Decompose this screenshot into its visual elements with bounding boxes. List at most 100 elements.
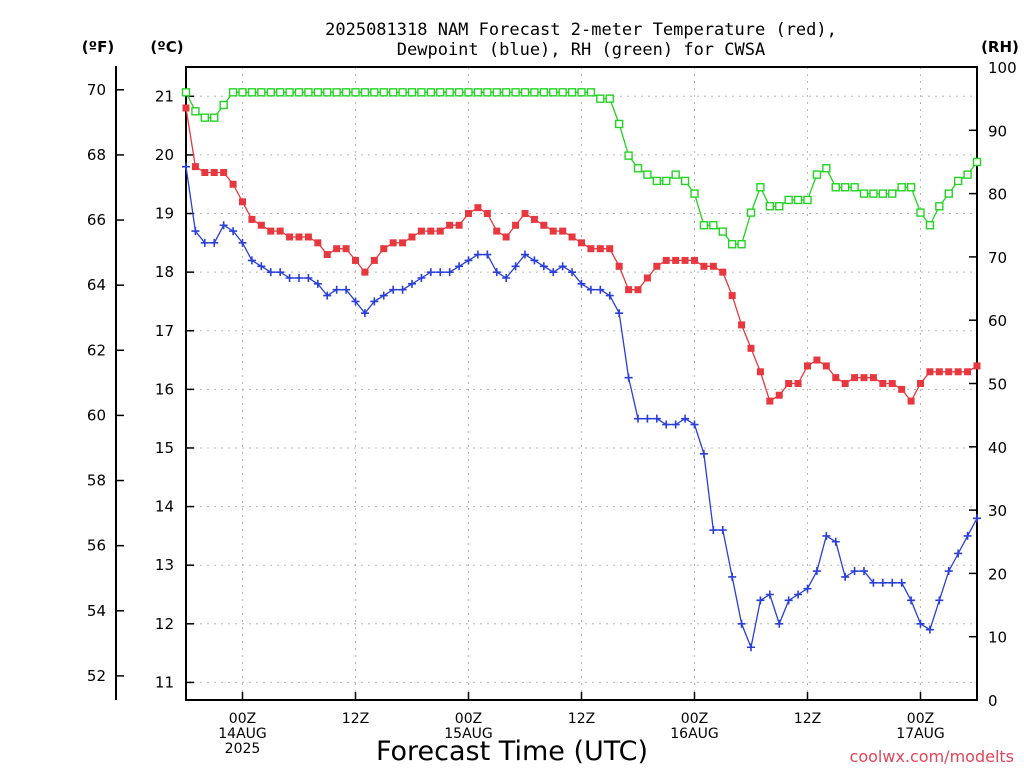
- data-point: [351, 297, 360, 306]
- data-point: [417, 274, 426, 282]
- fahrenheit-tick-label: 68: [87, 146, 106, 164]
- data-point: [690, 189, 699, 198]
- data-point: [521, 250, 529, 259]
- time-tick-label: 00Z: [681, 711, 708, 727]
- data-point: [219, 100, 228, 110]
- data-point: [652, 414, 661, 423]
- data-point: [634, 414, 642, 423]
- data-point: [578, 239, 585, 247]
- data-point: [323, 88, 332, 97]
- celsius-tick-label: 17: [155, 322, 174, 340]
- data-point: [360, 88, 370, 97]
- data-point: [577, 279, 586, 288]
- data-point: [483, 88, 492, 97]
- data-point: [888, 380, 896, 387]
- data-point: [756, 183, 765, 192]
- data-point: [445, 268, 454, 277]
- data-point: [323, 251, 331, 259]
- celsius-tick-label: 11: [155, 673, 174, 691]
- data-point: [229, 180, 237, 188]
- data-point: [596, 285, 605, 294]
- data-point: [925, 221, 935, 230]
- data-point: [727, 240, 737, 249]
- data-point: [747, 344, 755, 352]
- data-point: [775, 619, 784, 628]
- celsius-unit-label: (ºC): [150, 38, 183, 56]
- data-point: [634, 286, 642, 294]
- data-point: [473, 250, 482, 259]
- data-point: [793, 195, 803, 205]
- data-point: [935, 596, 944, 605]
- data-point: [333, 245, 341, 253]
- data-point: [200, 238, 209, 247]
- data-point: [746, 208, 756, 217]
- data-point: [567, 88, 577, 97]
- data-point: [624, 373, 633, 382]
- data-point: [794, 590, 803, 599]
- data-point: [200, 113, 210, 122]
- data-point: [304, 88, 313, 97]
- data-point: [624, 151, 633, 160]
- data-point: [238, 88, 247, 97]
- data-point: [417, 227, 425, 235]
- data-point: [521, 210, 529, 218]
- data-point: [313, 279, 322, 288]
- data-point: [614, 119, 624, 129]
- data-point: [945, 368, 953, 376]
- data-point: [492, 88, 501, 97]
- data-point: [794, 380, 802, 387]
- data-point: [653, 262, 661, 270]
- data-point: [944, 189, 953, 198]
- celsius-tick-label: 15: [155, 439, 174, 457]
- data-point: [446, 221, 454, 229]
- data-point: [483, 210, 491, 218]
- series-dewpoint: [182, 162, 981, 652]
- data-point: [841, 572, 850, 581]
- data-point: [859, 189, 869, 198]
- data-point: [399, 239, 407, 247]
- data-point: [681, 414, 690, 423]
- title-line-2: Dewpoint (blue), RH (green) for CWSA: [397, 40, 765, 60]
- data-point: [445, 88, 454, 97]
- data-point: [832, 374, 840, 382]
- data-point: [511, 262, 520, 271]
- fahrenheit-tick-label: 54: [87, 602, 106, 620]
- data-point: [662, 176, 671, 186]
- data-point: [455, 262, 464, 271]
- data-point: [295, 233, 303, 241]
- data-point: [408, 233, 416, 241]
- data-point: [351, 88, 360, 97]
- data-point: [332, 285, 341, 294]
- time-tick-label: 12Z: [342, 711, 369, 727]
- data-point: [605, 291, 614, 300]
- data-point: [662, 420, 671, 429]
- data-point: [831, 183, 840, 192]
- time-tick-label: 15AUG: [444, 726, 493, 742]
- data-point: [549, 227, 557, 235]
- data-point: [851, 374, 859, 382]
- data-point: [549, 88, 558, 97]
- data-point: [464, 256, 473, 265]
- data-point: [869, 578, 878, 587]
- data-point: [709, 262, 717, 270]
- data-point: [389, 239, 397, 247]
- data-point: [869, 189, 878, 198]
- data-point: [878, 578, 887, 587]
- data-point: [596, 245, 604, 253]
- data-point: [822, 531, 831, 540]
- data-point: [502, 233, 510, 241]
- celsius-tick-label: 18: [155, 263, 174, 281]
- data-point: [539, 262, 548, 271]
- data-point: [473, 88, 483, 97]
- data-point: [606, 245, 614, 253]
- data-point: [530, 256, 539, 265]
- data-point: [191, 227, 200, 236]
- data-point: [944, 567, 953, 576]
- rh-tick-label: 10: [988, 629, 1007, 647]
- data-point: [954, 368, 962, 376]
- data-point: [973, 362, 981, 370]
- data-point: [474, 204, 482, 212]
- data-point: [275, 88, 285, 97]
- data-point: [342, 285, 351, 294]
- data-point: [201, 169, 209, 176]
